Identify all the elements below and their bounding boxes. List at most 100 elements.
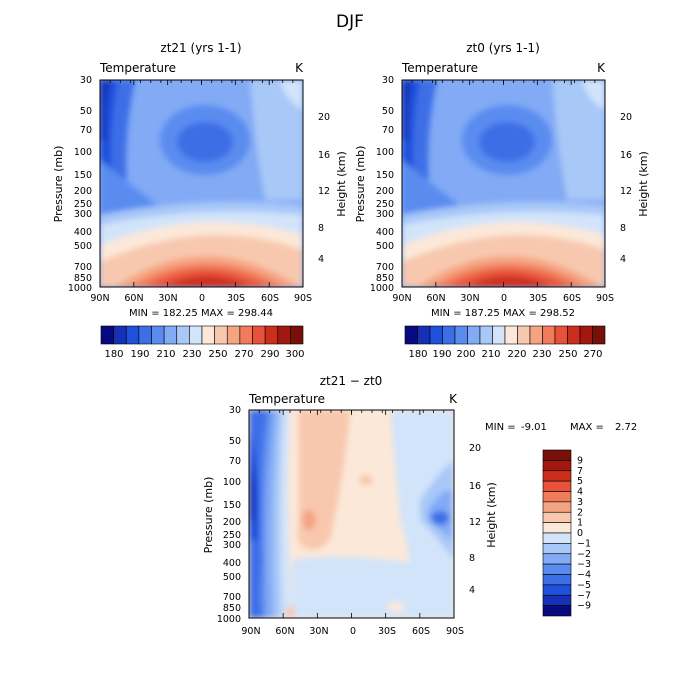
season-title: DJF <box>336 12 364 32</box>
y-tick: 100 <box>376 147 394 158</box>
y-tick: 50 <box>382 106 394 117</box>
colorbar-swatch <box>226 325 241 345</box>
y-tick: 250 <box>74 199 92 210</box>
colorbar-label: 7 <box>577 466 583 477</box>
x-tick: 0 <box>199 293 205 304</box>
y-tick: 70 <box>80 125 92 136</box>
colorbar-swatch <box>264 325 279 345</box>
y2-axis-title: Height (km) <box>485 482 498 548</box>
y-tick: 50 <box>229 436 241 447</box>
colorbar-swatch <box>417 325 431 345</box>
x-tick: 60S <box>412 626 430 637</box>
x-axis-ticks: 90N 60N 30N 0 30S 60S 90S <box>392 293 614 304</box>
colorbar-label: 300 <box>285 349 304 360</box>
colorbar-swatch <box>125 325 140 345</box>
colorbar-swatch <box>542 605 572 617</box>
colorbar-label: 250 <box>558 349 577 360</box>
x-tick: 90N <box>392 293 411 304</box>
colorbar-swatch <box>542 325 556 345</box>
colorbar-label: 2 <box>577 507 583 518</box>
panel-title: zt21 − zt0 <box>320 374 383 388</box>
panel-zt0: zt0 (yrs 1-1) Temperature K <box>354 41 650 360</box>
x-tick: 30N <box>460 293 479 304</box>
y-axis-ticks: 30 50 70 100 150 200 250 300 400 500 700… <box>217 405 241 625</box>
y2-tick: 12 <box>469 517 481 528</box>
y2-tick: 16 <box>469 481 481 492</box>
contour-field <box>100 80 303 287</box>
colorbar-swatch <box>542 522 572 534</box>
colorbar-swatch <box>504 325 518 345</box>
x-tick: 60S <box>261 293 279 304</box>
colorbar-swatch <box>542 563 572 575</box>
y-tick: 100 <box>223 477 241 488</box>
y-tick: 30 <box>80 75 92 86</box>
y2-axis-title: Height (km) <box>335 151 348 217</box>
colorbar-label: −5 <box>577 580 591 591</box>
frame-ticks <box>99 80 606 618</box>
colorbar-swatch <box>542 449 572 461</box>
colorbar-swatch <box>529 325 543 345</box>
colorbar-label: 230 <box>182 349 201 360</box>
colorbar-swatch <box>454 325 468 345</box>
colorbar-swatch <box>542 460 572 472</box>
y-tick: 200 <box>223 517 241 528</box>
y-tick: 1000 <box>217 614 241 625</box>
y2-tick: 8 <box>318 223 324 234</box>
colorbar-swatch <box>100 325 114 345</box>
y-tick: 400 <box>74 227 92 238</box>
y-tick: 70 <box>229 456 241 467</box>
colorbar-label: −1 <box>577 538 591 549</box>
colorbar-swatch <box>579 325 593 345</box>
colorbar-label: −4 <box>577 570 591 581</box>
colorbar-swatches <box>542 449 572 617</box>
colorbar-swatch <box>542 470 572 482</box>
y2-tick: 4 <box>620 254 626 265</box>
colorbar-swatch <box>592 325 606 345</box>
x-axis-ticks: 90N 60N 30N 0 30S 60S 90S <box>90 293 312 304</box>
panel-difference: zt21 − zt0 Temperature K <box>202 374 637 637</box>
x-tick: 90N <box>241 626 260 637</box>
y-tick: 30 <box>229 405 241 416</box>
colorbar-label: 210 <box>481 349 500 360</box>
x-tick: 90S <box>446 626 464 637</box>
colorbar-swatch <box>290 325 304 345</box>
y-tick: 850 <box>74 273 92 284</box>
y2-tick: 16 <box>620 150 632 161</box>
colorbar-swatch <box>542 480 572 492</box>
colorbar-label: 190 <box>432 349 451 360</box>
y-tick: 30 <box>382 75 394 86</box>
y2-tick: 20 <box>469 443 481 454</box>
colorbar-swatch <box>554 325 568 345</box>
colorbar: 180 190 210 230 250 270 290 300 <box>100 325 305 360</box>
colorbar-swatch <box>492 325 506 345</box>
y-tick: 1000 <box>68 283 92 294</box>
colorbar-swatches <box>404 325 606 345</box>
colorbar-label: 3 <box>577 497 583 508</box>
colorbar-label: 250 <box>208 349 227 360</box>
y-tick: 300 <box>223 540 241 551</box>
panel-zt21: zt21 (yrs 1-1) Temperature K <box>52 41 348 360</box>
min-max-text: MIN = 182.25 MAX = 298.44 <box>129 308 273 319</box>
colorbar-swatch <box>113 325 127 345</box>
x-tick: 90N <box>90 293 109 304</box>
colorbar-swatch <box>542 532 572 544</box>
y-tick: 250 <box>223 530 241 541</box>
min-label: MIN = <box>485 422 516 433</box>
x-tick: 30S <box>227 293 245 304</box>
colorbar-label: 180 <box>104 349 123 360</box>
y2-axis-ticks: 20 16 12 8 4 <box>620 112 632 265</box>
y2-tick: 20 <box>318 112 330 123</box>
colorbar-swatch <box>567 325 581 345</box>
x-axis-ticks: 90N 60N 30N 0 30S 60S 90S <box>241 626 464 637</box>
colorbar-swatch <box>442 325 456 345</box>
colorbar-label: 1 <box>577 518 583 529</box>
units-label: K <box>597 61 606 75</box>
colorbar-swatch <box>542 543 572 555</box>
y-tick: 400 <box>223 558 241 569</box>
colorbar-label: 290 <box>260 349 279 360</box>
colorbar-swatch <box>189 325 203 345</box>
max-label: MAX = <box>570 422 604 433</box>
y-tick: 300 <box>376 209 394 220</box>
